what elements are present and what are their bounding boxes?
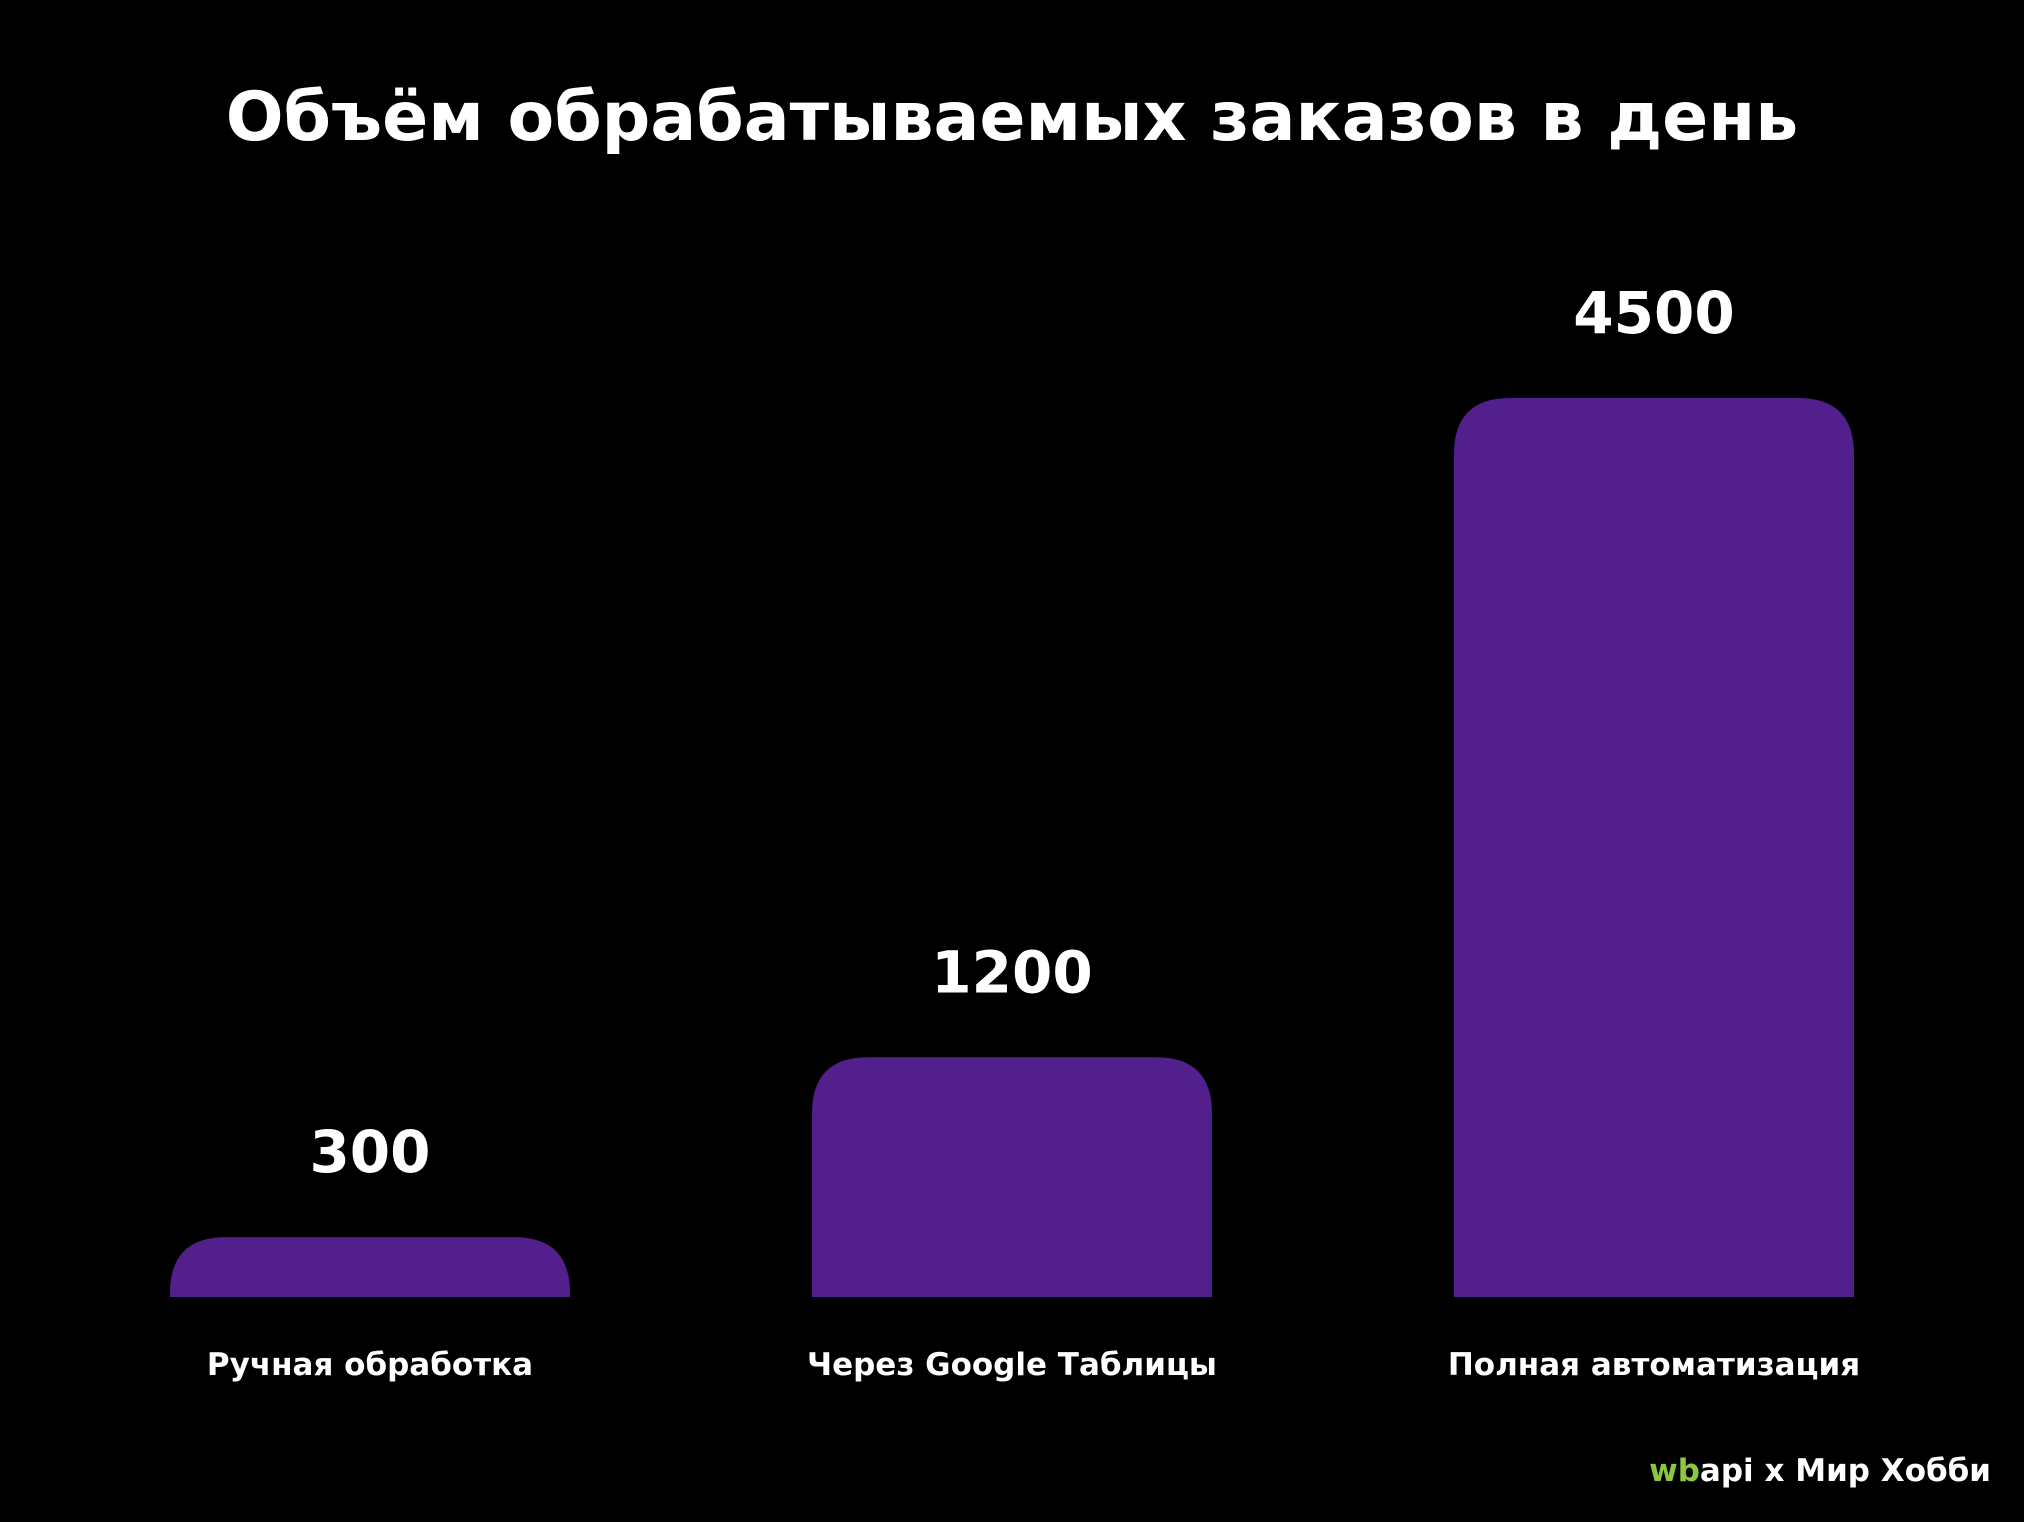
bar-value-label-3: 4500 [1573, 279, 1734, 347]
bar-value-label-2: 1200 [931, 938, 1092, 1006]
chart-title: Объём обрабатываемых заказов в день [225, 78, 1799, 157]
bars-layer [170, 398, 1854, 1297]
brand-wb-text: wb [1649, 1453, 1700, 1489]
bar-3 [1454, 398, 1854, 1297]
bar-2 [812, 1057, 1212, 1297]
bar-value-label-1: 300 [309, 1118, 430, 1186]
category-label-3: Полная автоматизация [1448, 1347, 1860, 1383]
bar-1 [170, 1237, 570, 1297]
category-label-1: Ручная обработка [207, 1347, 533, 1383]
value-labels-layer: 300 1200 4500 [309, 279, 1734, 1186]
category-label-2: Через Google Таблицы [807, 1347, 1217, 1383]
footer-brand: wbapi x Мир Хобби [1649, 1453, 1991, 1489]
category-labels-layer: Ручная обработка Через Google Таблицы Полн… [207, 1347, 1860, 1383]
brand-partner-text: x Мир Хобби [1753, 1453, 1991, 1489]
brand-api-text: api [1699, 1453, 1754, 1489]
